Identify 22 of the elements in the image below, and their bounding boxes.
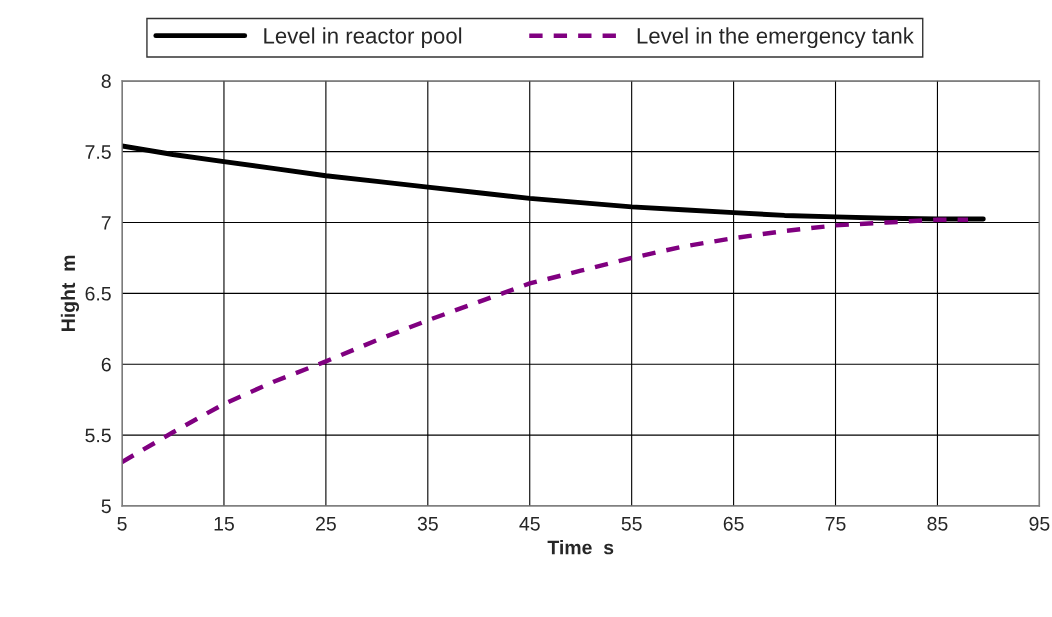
x-tick-label: 85 bbox=[927, 516, 948, 531]
x-tick-label: 55 bbox=[621, 517, 642, 531]
y-tick-label: 7.5 bbox=[85, 145, 111, 159]
x-tick-label: 65 bbox=[723, 516, 744, 531]
y-tick-label: 6 bbox=[101, 357, 111, 372]
line-series bbox=[122, 217, 971, 465]
x-tick-label: 35 bbox=[417, 516, 438, 531]
y-tick-label: 8 bbox=[101, 74, 111, 89]
y-tick-label: 6.5 bbox=[85, 286, 111, 301]
y-axis-title: Hight m bbox=[60, 255, 80, 331]
x-tick-label: 45 bbox=[519, 517, 540, 531]
legend-label: Level in reactor pool bbox=[264, 27, 462, 49]
x-tick-label: 95 bbox=[1029, 516, 1050, 531]
legend-label: Level in the emergency tank bbox=[637, 27, 914, 49]
y-tick-label: 7 bbox=[101, 216, 111, 230]
x-tick-label: 5 bbox=[117, 517, 127, 531]
x-tick-label: 15 bbox=[214, 517, 234, 531]
x-tick-label: 75 bbox=[825, 517, 846, 531]
y-tick-label: 5 bbox=[101, 499, 111, 514]
x-tick-label: 25 bbox=[316, 516, 336, 531]
y-tick-label: 5.5 bbox=[85, 428, 111, 443]
x-axis-title: Time s bbox=[547, 540, 614, 555]
